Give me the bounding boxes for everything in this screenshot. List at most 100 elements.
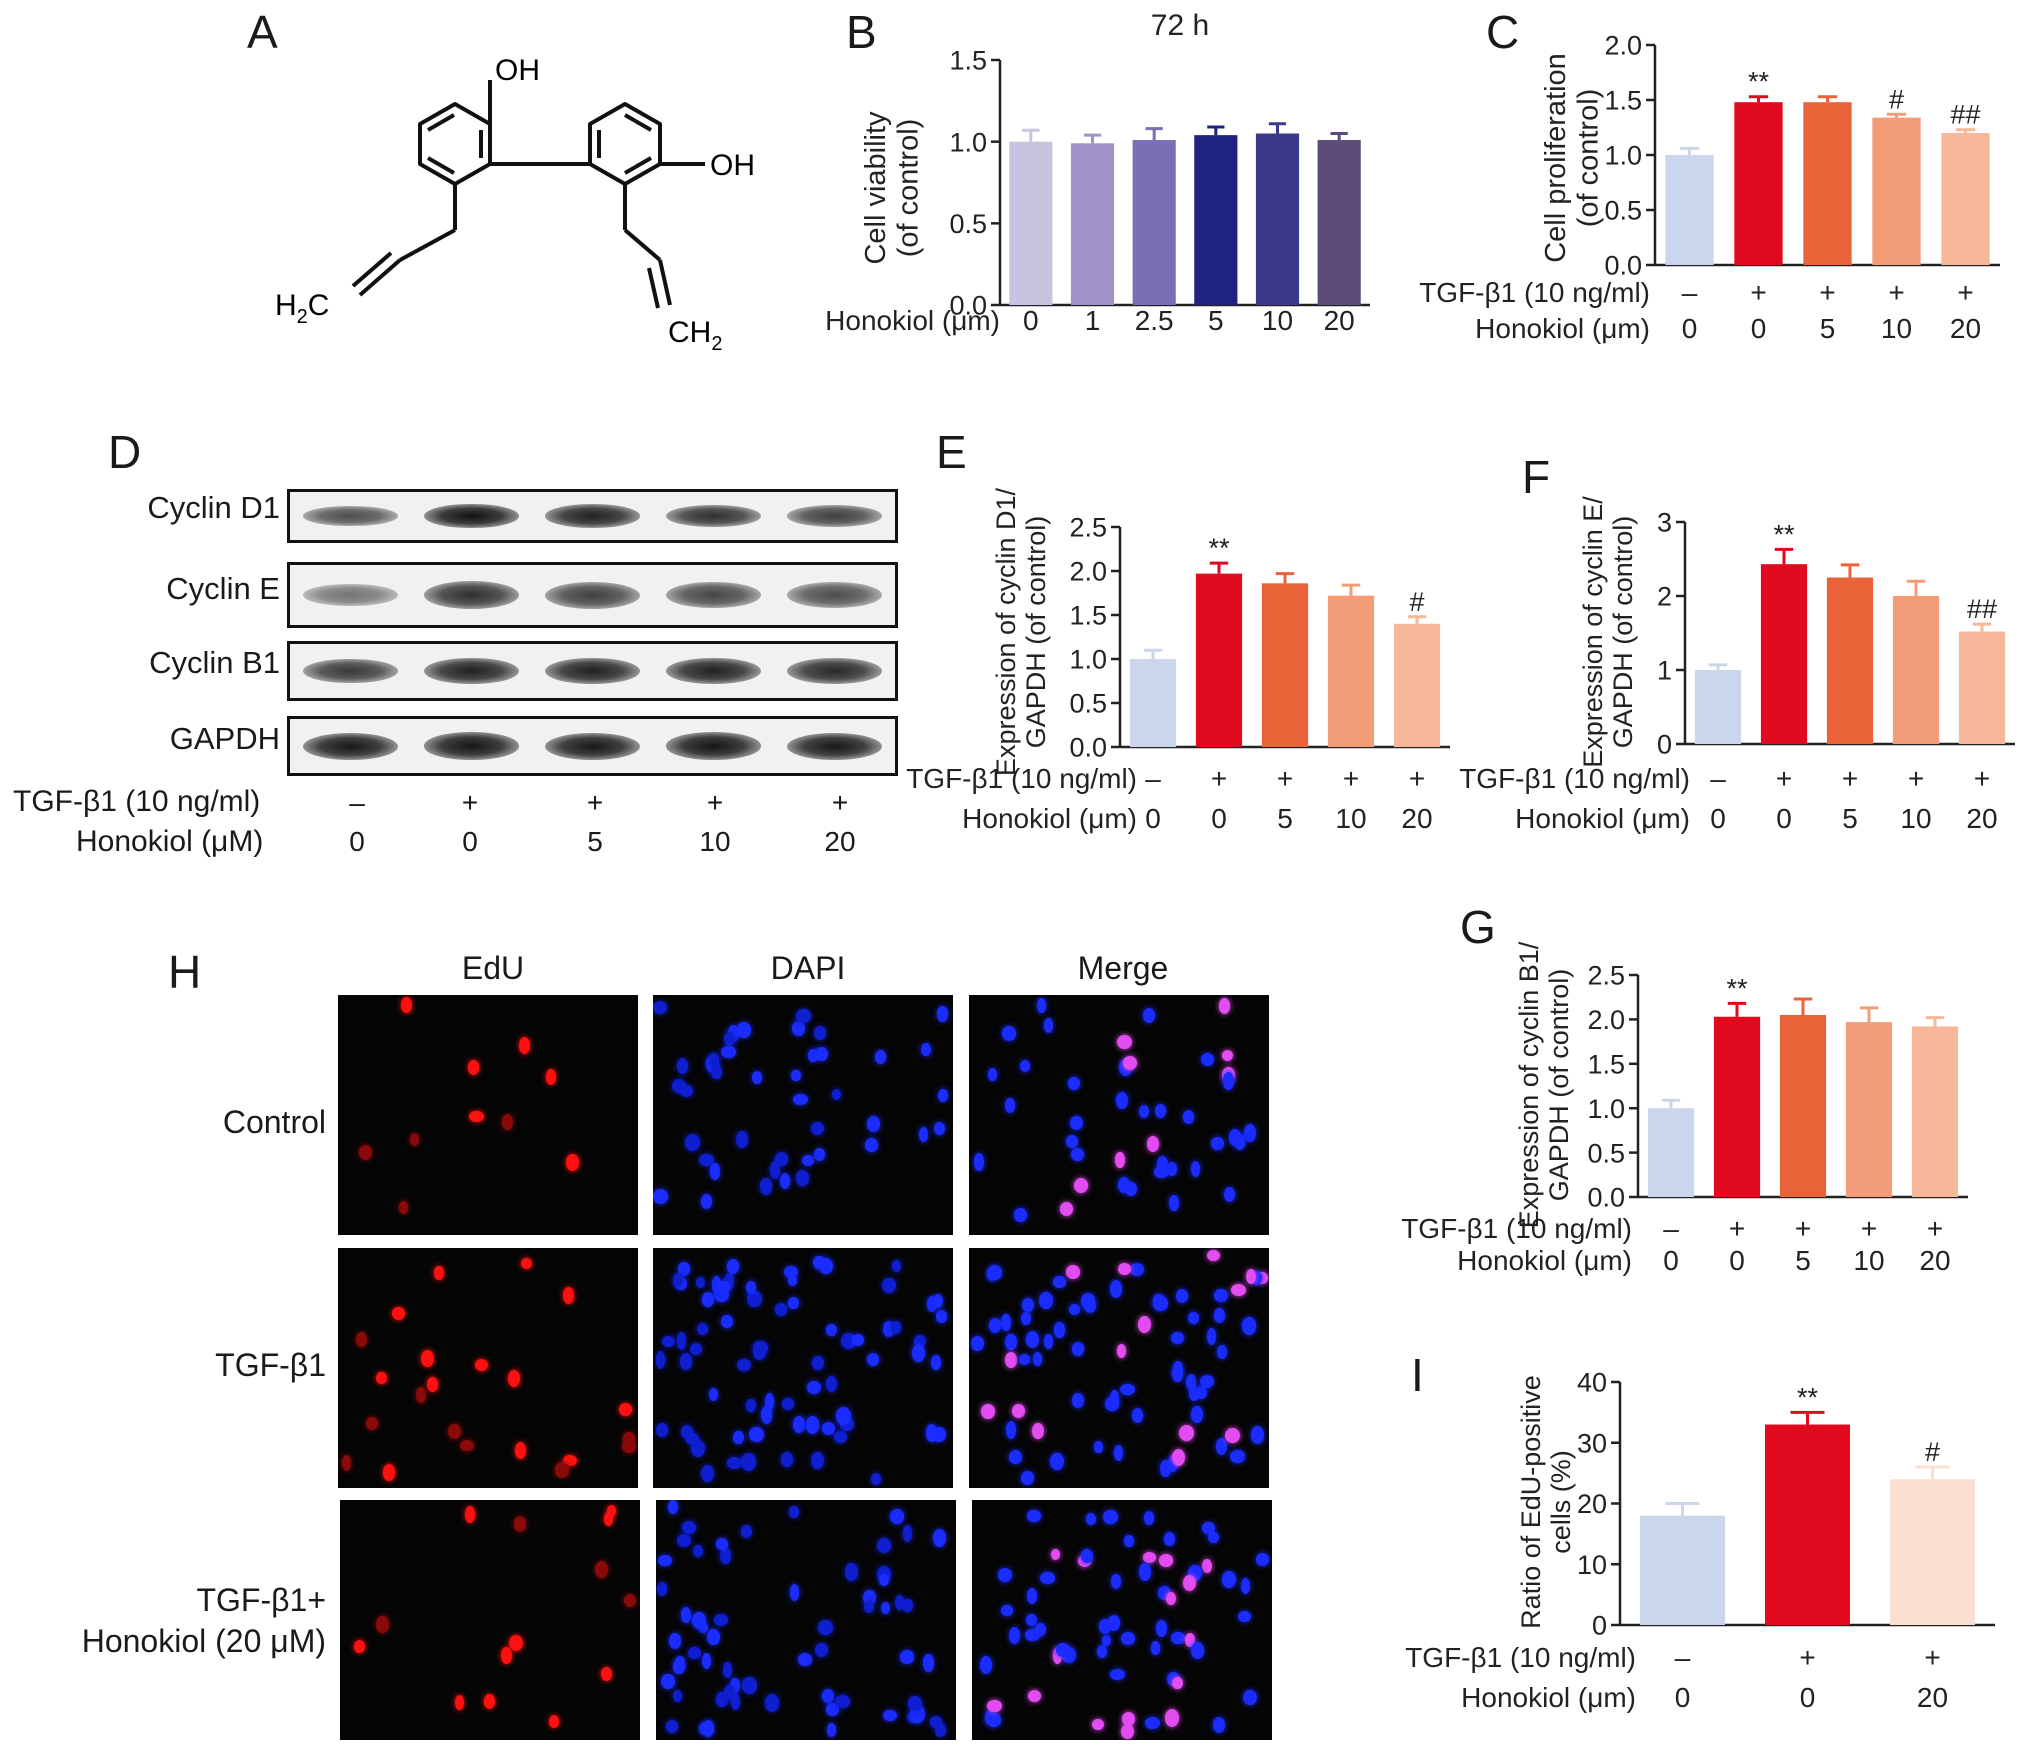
nucleus xyxy=(918,1126,929,1143)
nucleus xyxy=(730,1692,741,1710)
edu-nucleus xyxy=(562,1454,578,1467)
edu-nucleus xyxy=(398,1201,408,1214)
nucleus xyxy=(668,1500,678,1514)
nucleus xyxy=(913,1335,926,1348)
nucleus xyxy=(1050,1548,1061,1561)
blot-tgf-value: + xyxy=(461,787,479,818)
nucleus xyxy=(1202,1522,1215,1535)
nucleus xyxy=(765,1694,780,1713)
nucleus xyxy=(713,1614,728,1626)
blot-band xyxy=(303,505,398,527)
nucleus xyxy=(680,1425,694,1440)
edu-nucleus xyxy=(594,1560,609,1579)
nucleus xyxy=(1167,1455,1178,1472)
nucleus xyxy=(1256,1272,1268,1284)
nucleus xyxy=(1182,1575,1197,1592)
edu-nucleus xyxy=(415,1386,427,1403)
nucleus xyxy=(796,1170,809,1186)
nucleus xyxy=(1165,1592,1176,1605)
nucleus xyxy=(1191,1405,1203,1423)
nucleus xyxy=(1107,1614,1121,1631)
nucleus xyxy=(737,1358,752,1371)
nucleus xyxy=(836,1407,852,1425)
row-title-tgf: TGF-β1 xyxy=(215,1347,326,1383)
edu-nucleus xyxy=(519,1036,531,1054)
nucleus xyxy=(699,1153,714,1166)
blot-tgf-value: – xyxy=(349,787,365,818)
y-tick-label: 0.0 xyxy=(949,291,987,321)
edu-nucleus xyxy=(619,1403,632,1417)
nucleus xyxy=(1005,1352,1018,1368)
nucleus xyxy=(1218,998,1230,1014)
edu-nucleus xyxy=(376,1371,387,1385)
nucleus xyxy=(1251,1426,1265,1444)
ch2-label: CH2 xyxy=(668,316,722,355)
nucleus xyxy=(661,1335,676,1348)
nucleus xyxy=(780,1172,791,1190)
nucleus xyxy=(1235,1137,1246,1150)
nucleus xyxy=(908,1696,923,1711)
nucleus xyxy=(789,1584,799,1601)
nucleus xyxy=(881,1278,897,1294)
nucleus xyxy=(1170,1631,1185,1645)
nucleus xyxy=(1206,1249,1220,1262)
nucleus xyxy=(702,1292,715,1307)
edu-nucleus xyxy=(464,1506,475,1524)
nucleus xyxy=(1213,1716,1226,1734)
nucleus xyxy=(769,1161,781,1179)
nucleus xyxy=(721,1314,733,1328)
nucleus xyxy=(1102,1509,1118,1525)
nucleus xyxy=(1120,1384,1135,1396)
blot-band xyxy=(424,732,519,760)
nucleus xyxy=(933,1122,946,1136)
nucleus xyxy=(805,1416,820,1434)
blot-tgf-value: + xyxy=(586,787,604,818)
nucleus xyxy=(890,1508,904,1524)
panel-label-e: E xyxy=(936,426,967,478)
nucleus xyxy=(688,1646,701,1659)
chart-B: 0.0 0.5 1.0 1.5 Cell viability(of control) Ho… xyxy=(825,9,1370,336)
nucleus xyxy=(740,1452,756,1471)
nucleus xyxy=(1154,1103,1166,1118)
column-title-merge: Merge xyxy=(1077,950,1169,986)
edu-nucleus xyxy=(382,1464,396,1481)
y-tick-label: 1.5 xyxy=(949,46,987,76)
edu-nucleus xyxy=(410,1133,420,1147)
nucleus xyxy=(1208,1531,1219,1544)
nucleus xyxy=(1182,1109,1195,1124)
nucleus xyxy=(669,1632,681,1650)
nucleus xyxy=(864,1137,879,1153)
nucleus xyxy=(1142,1551,1157,1563)
nucleus xyxy=(792,1021,805,1037)
edu-nucleus xyxy=(623,1432,635,1445)
nucleus xyxy=(810,1451,824,1469)
nucleus xyxy=(1002,1026,1017,1042)
nucleus xyxy=(931,1355,941,1370)
nucleus xyxy=(702,1719,714,1737)
nucleus xyxy=(1222,1071,1235,1090)
nucleus xyxy=(1129,1262,1145,1276)
nucleus xyxy=(867,1353,880,1366)
nucleus xyxy=(716,1692,728,1707)
nucleus xyxy=(782,1398,794,1410)
nucleus xyxy=(733,1430,745,1445)
nucleus xyxy=(761,1406,773,1424)
nucleus xyxy=(1036,998,1047,1013)
nucleus xyxy=(1005,1333,1017,1351)
blot-tgf-value: + xyxy=(831,787,849,818)
nucleus xyxy=(1071,1148,1084,1161)
nucleus xyxy=(700,1194,712,1210)
edu-nucleus xyxy=(469,1110,484,1122)
nucleus xyxy=(814,1643,828,1657)
nucleus xyxy=(933,1528,947,1547)
nucleus xyxy=(827,1723,837,1737)
nucleus xyxy=(1144,1716,1160,1730)
nucleus xyxy=(1111,1574,1121,1590)
blot-honokiol-value: 0 xyxy=(349,826,365,857)
nucleus xyxy=(1008,1450,1022,1465)
nucleus xyxy=(1032,1422,1045,1440)
nucleus xyxy=(727,1259,740,1275)
nucleus xyxy=(1001,1313,1011,1332)
nucleus xyxy=(1210,1136,1224,1150)
nucleus xyxy=(787,1297,799,1310)
